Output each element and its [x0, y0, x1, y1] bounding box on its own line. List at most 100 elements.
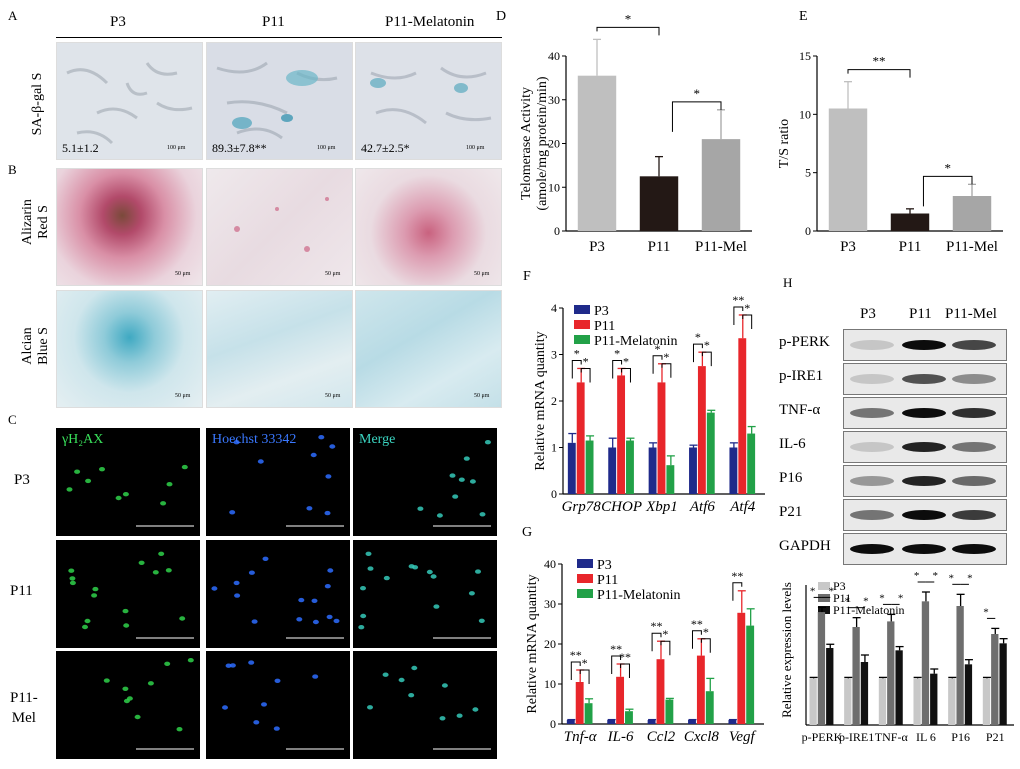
alizarin-spots-p11 — [234, 197, 329, 252]
x-tick-label: Vegf — [729, 729, 757, 745]
bar — [575, 682, 584, 724]
sa-gal-scale-p11: 100 μm — [317, 145, 336, 151]
legend-label: P3 — [594, 304, 609, 319]
x-tick-label: p-PERK — [802, 730, 843, 744]
panel-c-letter: C — [8, 412, 17, 427]
y-tick-label: 40 — [548, 49, 560, 63]
significance-bracket — [671, 101, 722, 132]
bar — [576, 382, 585, 494]
significance-label: * — [845, 596, 851, 608]
significance-bracket — [691, 630, 702, 649]
sa-gal-scale-p11mel: 100 μm — [466, 145, 485, 151]
bar — [697, 366, 706, 494]
x-tick-label: P16 — [951, 730, 970, 744]
blot-col-p11: P11 — [909, 306, 932, 322]
fluorescence-image — [206, 540, 350, 648]
significance-label: * — [967, 572, 973, 584]
legend-swatch — [574, 320, 590, 329]
bar — [844, 678, 852, 725]
bar — [852, 627, 860, 725]
y-axis-label: T/S ratio — [777, 119, 792, 168]
sa-gal-image-p3: 5.1±1.2 100 μm — [56, 42, 203, 160]
legend-swatch — [574, 335, 590, 344]
significance-bracket — [701, 351, 712, 367]
significance-bracket — [611, 655, 622, 674]
blot-label: GAPDH — [779, 538, 831, 554]
x-tick-label: CHOP — [601, 499, 642, 515]
sa-gal-image-p11mel: 42.7±2.5* 100 μm — [355, 42, 502, 160]
alizarin-scale-p11: 50 μm — [325, 271, 341, 277]
y-tick-label: 20 — [548, 137, 560, 151]
y-tick-label: 0 — [554, 224, 560, 238]
significance-bracket — [570, 661, 581, 680]
alcian-image-p11mel: 50 μm — [355, 290, 502, 408]
alizarin-image-p3: 50 μm — [56, 168, 203, 286]
alizarin-scale-p11mel: 50 μm — [474, 271, 490, 277]
alcian-scale-p3: 50 μm — [175, 393, 191, 399]
x-tick-label: Grp78 — [562, 499, 602, 515]
y-tick-label: 0 — [550, 717, 556, 731]
bar — [746, 625, 755, 724]
significance-label: * — [703, 625, 709, 639]
x-tick-label: P11 — [648, 239, 671, 255]
x-tick-label: P3 — [589, 239, 605, 255]
blot-strip — [843, 329, 1007, 361]
fluorescence-image — [56, 651, 200, 759]
alizarin-image-p11mel: 50 μm — [355, 168, 502, 286]
panel-c-row-label-p11mel: P11- Mel — [10, 690, 38, 726]
bar — [701, 139, 741, 231]
fluorescence-col-header: γH₂AX — [62, 432, 104, 447]
panel-b-letter: B — [8, 162, 17, 177]
y-tick-label: 4 — [551, 301, 557, 315]
bar — [617, 375, 626, 494]
y-tick-label: 10 — [544, 677, 556, 691]
bar — [625, 711, 633, 724]
sa-gal-image-p11: 89.3±7.8** 100 μm — [206, 42, 353, 160]
x-tick-label: Tnf-α — [564, 729, 598, 745]
significance-bracket — [742, 314, 753, 329]
bar — [952, 196, 992, 231]
blot-strip — [843, 533, 1007, 565]
sa-gal-scale-p3: 100 μm — [167, 145, 186, 151]
bar — [616, 676, 625, 724]
fluorescence-image — [353, 651, 497, 759]
y-tick-label: 0 — [805, 224, 811, 238]
bar — [665, 699, 674, 724]
y-axis-label: Relative expression levels — [779, 582, 794, 718]
significance-label: * — [583, 354, 589, 368]
bar — [860, 662, 869, 725]
legend-label: P11 — [597, 573, 618, 588]
bar — [696, 655, 705, 724]
alizarin-scale-p3: 50 μm — [175, 271, 191, 277]
y-tick-label: 0 — [551, 487, 557, 501]
blot-label: p-PERK — [779, 334, 830, 350]
significance-bracket — [620, 663, 630, 678]
significance-bracket — [700, 638, 711, 653]
legend-swatch — [818, 606, 830, 614]
fluorescence-image: Merge — [353, 428, 497, 536]
fluorescence-image — [56, 540, 200, 648]
significance-label: * — [879, 592, 885, 604]
bar — [890, 213, 930, 231]
y-axis-label: Relative mRNA quantity — [525, 574, 540, 713]
significance-label: * — [693, 86, 700, 101]
significance-label: * — [810, 585, 816, 597]
legend-swatch — [577, 574, 593, 583]
significance-label: ** — [732, 293, 744, 307]
significance-label: * — [744, 301, 750, 315]
bar — [828, 108, 868, 231]
x-tick-label: P11-Mel — [946, 239, 998, 255]
bar — [706, 412, 715, 494]
significance-bracket — [571, 359, 582, 379]
significance-bracket — [579, 669, 590, 684]
blot-strip — [843, 499, 1007, 531]
legend-swatch — [818, 594, 830, 602]
significance-bracket — [922, 175, 973, 207]
significance-bracket — [651, 632, 662, 652]
bar — [913, 678, 921, 725]
sa-gal-cells-p11mel — [370, 66, 492, 125]
y-axis-label: Telomerase Activity — [519, 87, 534, 200]
y-tick-label: 1 — [551, 441, 557, 455]
significance-label: ** — [651, 619, 663, 633]
